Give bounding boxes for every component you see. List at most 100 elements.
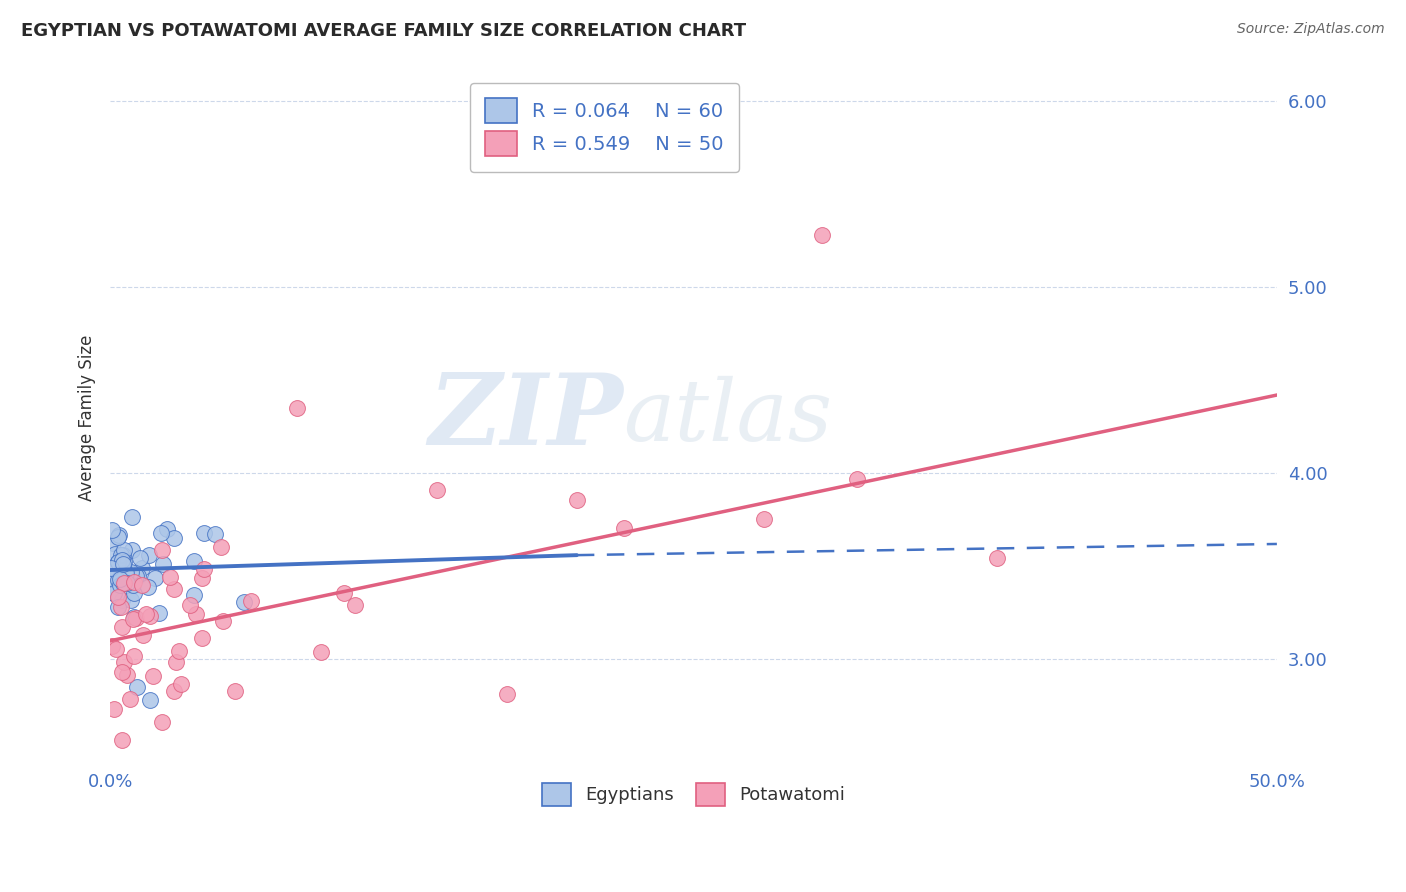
Point bbox=[115, 574, 138, 588]
Point bbox=[135, 607, 157, 622]
Point bbox=[101, 562, 124, 576]
Point bbox=[112, 575, 135, 590]
Point bbox=[111, 553, 134, 567]
Point bbox=[131, 578, 153, 592]
Point bbox=[139, 693, 162, 707]
Point bbox=[179, 598, 201, 612]
Point bbox=[148, 607, 170, 621]
Point bbox=[115, 667, 138, 681]
Point bbox=[163, 582, 186, 596]
Text: Source: ZipAtlas.com: Source: ZipAtlas.com bbox=[1237, 22, 1385, 37]
Point bbox=[101, 536, 124, 550]
Point bbox=[811, 227, 834, 242]
Point bbox=[112, 548, 135, 562]
Point bbox=[495, 687, 517, 701]
Point bbox=[107, 599, 129, 614]
Text: ZIP: ZIP bbox=[429, 369, 623, 466]
Point bbox=[138, 548, 160, 562]
Point bbox=[986, 550, 1008, 565]
Point bbox=[169, 644, 191, 658]
Point bbox=[122, 648, 145, 663]
Point bbox=[309, 644, 332, 658]
Point bbox=[108, 528, 131, 542]
Point bbox=[112, 543, 135, 558]
Point bbox=[565, 492, 588, 507]
Point bbox=[121, 542, 143, 557]
Point bbox=[183, 554, 205, 568]
Point bbox=[170, 676, 193, 690]
Point bbox=[143, 571, 166, 585]
Point bbox=[122, 611, 145, 625]
Point bbox=[224, 684, 246, 698]
Point bbox=[101, 586, 124, 600]
Point bbox=[112, 655, 135, 669]
Point bbox=[332, 586, 354, 600]
Point bbox=[131, 561, 153, 575]
Point bbox=[122, 578, 145, 592]
Point bbox=[112, 575, 135, 590]
Point bbox=[120, 567, 142, 582]
Point bbox=[163, 532, 186, 546]
Point bbox=[426, 483, 449, 498]
Point bbox=[124, 610, 146, 624]
Point bbox=[107, 573, 129, 587]
Point bbox=[118, 692, 141, 706]
Point bbox=[150, 714, 173, 729]
Point bbox=[183, 588, 205, 602]
Legend: Egyptians, Potawatomi: Egyptians, Potawatomi bbox=[533, 773, 853, 814]
Point bbox=[159, 570, 181, 584]
Point bbox=[115, 572, 138, 586]
Point bbox=[115, 566, 138, 580]
Point bbox=[100, 561, 122, 575]
Point bbox=[107, 555, 129, 569]
Point bbox=[344, 598, 367, 612]
Point bbox=[612, 521, 634, 535]
Point bbox=[112, 558, 135, 572]
Point bbox=[120, 592, 142, 607]
Point bbox=[139, 608, 162, 623]
Point bbox=[101, 523, 124, 537]
Point bbox=[845, 472, 868, 486]
Point bbox=[209, 540, 232, 554]
Point bbox=[193, 525, 215, 540]
Point bbox=[142, 668, 165, 682]
Point bbox=[127, 569, 149, 583]
Point bbox=[191, 631, 214, 645]
Point bbox=[108, 572, 131, 586]
Point bbox=[191, 572, 214, 586]
Point bbox=[752, 512, 775, 526]
Point bbox=[107, 530, 129, 544]
Point bbox=[156, 522, 179, 536]
Point bbox=[211, 614, 233, 628]
Point bbox=[111, 733, 134, 747]
Text: atlas: atlas bbox=[623, 376, 832, 458]
Point bbox=[124, 566, 146, 581]
Point bbox=[186, 607, 208, 621]
Point bbox=[114, 566, 136, 581]
Point bbox=[120, 565, 142, 579]
Point bbox=[110, 548, 132, 562]
Point bbox=[232, 595, 254, 609]
Point bbox=[127, 681, 149, 695]
Point bbox=[152, 557, 174, 571]
Point bbox=[163, 684, 186, 698]
Point bbox=[107, 572, 129, 586]
Point bbox=[124, 574, 146, 589]
Point bbox=[115, 575, 138, 590]
Point bbox=[111, 593, 134, 607]
Point bbox=[150, 542, 173, 557]
Point bbox=[129, 550, 152, 565]
Point bbox=[136, 580, 159, 594]
Point bbox=[103, 702, 125, 716]
Point bbox=[103, 585, 125, 599]
Point bbox=[100, 640, 122, 654]
Point bbox=[107, 590, 129, 604]
Point bbox=[165, 655, 187, 669]
Point bbox=[100, 572, 122, 586]
Point bbox=[110, 599, 132, 614]
Point bbox=[115, 569, 138, 583]
Y-axis label: Average Family Size: Average Family Size bbox=[79, 334, 96, 500]
Point bbox=[104, 642, 127, 657]
Point bbox=[122, 586, 145, 600]
Point bbox=[112, 555, 135, 569]
